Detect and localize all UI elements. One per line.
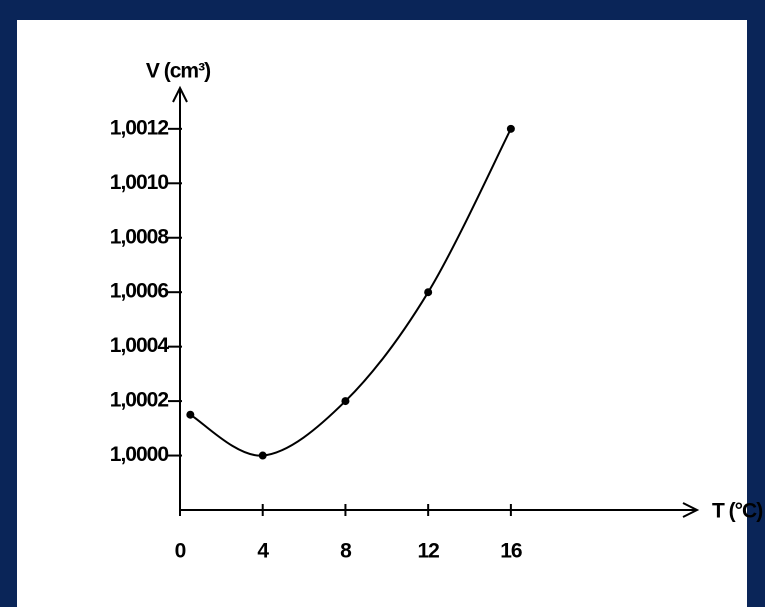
y-axis-label: V (cm³) — [146, 60, 210, 83]
data-point — [506, 124, 515, 133]
y-tick-label: 1,0004 — [110, 334, 170, 357]
x-tick-label: 0 — [175, 540, 186, 563]
y-tick-label: 1,0002 — [110, 389, 169, 412]
x-tick-label: 8 — [340, 540, 352, 563]
y-tick-label: 1,0000 — [110, 443, 169, 466]
y-tick-label: 1,0012 — [110, 116, 169, 139]
data-line — [189, 128, 512, 457]
x-tick-label: 4 — [257, 540, 269, 563]
y-tick-label: 1,0010 — [110, 171, 169, 194]
data-point — [258, 451, 267, 460]
x-tick-label: 16 — [500, 540, 522, 563]
chart-background — [17, 20, 747, 607]
y-tick-label: 1,0008 — [110, 225, 170, 248]
data-point — [424, 288, 433, 297]
y-axis — [172, 85, 188, 510]
data-point — [341, 397, 350, 406]
y-tick-label: 1,0006 — [110, 280, 169, 303]
x-axis — [180, 502, 700, 518]
x-axis-label: T (°C) — [712, 500, 762, 523]
data-point — [186, 410, 195, 419]
x-tick-label: 12 — [417, 540, 439, 563]
